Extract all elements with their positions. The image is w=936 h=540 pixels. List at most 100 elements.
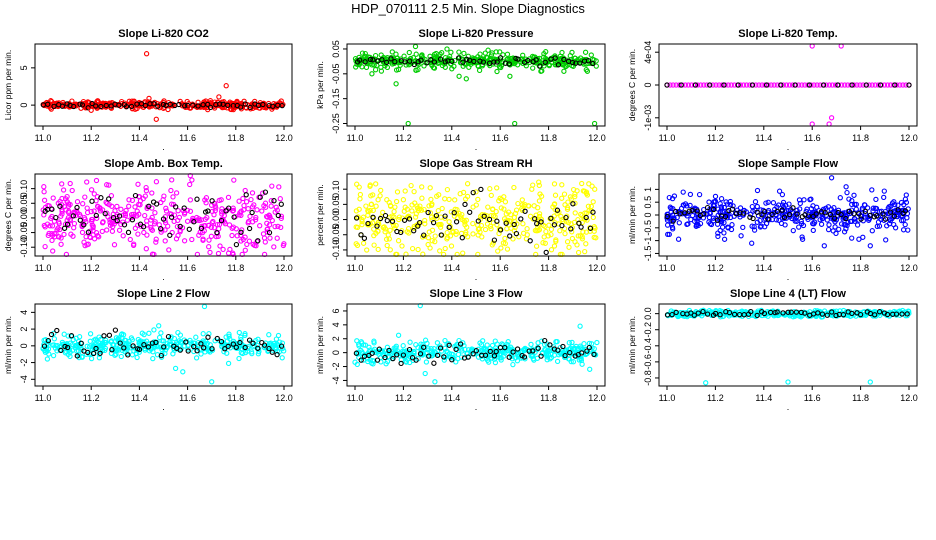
- data-point: [230, 224, 237, 230]
- data-point: [109, 228, 116, 234]
- data-point: [819, 311, 826, 317]
- data-point: [52, 234, 58, 240]
- data-point: [515, 56, 521, 62]
- data-point: [207, 249, 213, 256]
- data-point: [367, 182, 373, 188]
- data-point: [756, 82, 762, 88]
- data-point: [244, 241, 250, 248]
- x-tick-label: 11.8: [852, 393, 869, 403]
- data-point: [91, 208, 97, 214]
- data-point: [387, 227, 393, 233]
- data-point: [694, 208, 700, 214]
- data-point: [225, 102, 231, 108]
- data-point: [172, 365, 179, 372]
- data-point: [685, 82, 692, 88]
- data-point: [878, 208, 885, 214]
- data-point: [712, 310, 719, 317]
- x-tick-label: 12.0: [588, 263, 606, 273]
- data-point: [116, 213, 123, 219]
- data-point: [266, 332, 272, 338]
- data-point: [504, 51, 511, 57]
- data-point: [247, 213, 253, 220]
- data-point: [854, 222, 861, 228]
- data-point: [49, 223, 56, 229]
- data-point: [163, 205, 169, 211]
- data-point: [398, 229, 404, 236]
- y-tick-label: -0.5: [643, 220, 653, 236]
- data-point: [357, 191, 364, 198]
- data-point: [389, 213, 395, 219]
- data-point: [393, 198, 400, 205]
- data-point: [45, 337, 51, 344]
- y-tick-label: 0.05: [19, 195, 29, 213]
- data-point: [89, 198, 95, 204]
- data-point: [590, 199, 596, 205]
- data-point: [158, 352, 164, 359]
- data-point: [51, 230, 57, 237]
- y-tick-label: 0: [331, 350, 341, 355]
- data-point: [79, 229, 86, 236]
- data-point: [109, 203, 115, 209]
- data-point: [582, 49, 589, 55]
- data-point: [538, 353, 544, 359]
- data-point: [444, 348, 450, 354]
- data-point: [512, 224, 518, 231]
- data-point: [146, 203, 152, 209]
- data-point: [869, 228, 875, 234]
- data-point: [583, 351, 589, 357]
- data-point: [417, 351, 424, 357]
- data-point: [462, 219, 468, 225]
- data-point: [799, 82, 805, 88]
- data-point: [126, 197, 132, 203]
- data-point: [552, 192, 559, 198]
- data-point: [406, 49, 412, 56]
- data-point: [72, 212, 79, 219]
- data-point: [412, 214, 419, 220]
- data-point: [254, 207, 260, 213]
- data-point: [902, 221, 908, 228]
- data-point: [93, 212, 99, 219]
- data-point: [578, 352, 584, 359]
- data-point: [394, 352, 400, 358]
- data-point: [370, 361, 376, 367]
- x-axis-dot: .: [787, 402, 790, 412]
- data-point: [749, 223, 755, 229]
- series-points: [664, 307, 912, 386]
- data-point: [664, 211, 670, 217]
- data-point: [510, 349, 516, 355]
- panel-title: Slope Amb. Box Temp.: [104, 158, 223, 170]
- data-point: [370, 207, 376, 214]
- data-point: [689, 207, 695, 214]
- data-point: [477, 58, 483, 64]
- data-point: [830, 228, 836, 234]
- x-tick-label: 12.0: [275, 133, 293, 143]
- data-point: [519, 197, 525, 203]
- data-point: [250, 340, 256, 346]
- data-point: [279, 340, 286, 346]
- data-point: [268, 203, 274, 209]
- data-point: [220, 246, 226, 253]
- data-point: [358, 347, 364, 354]
- data-point: [229, 232, 235, 239]
- data-point: [70, 213, 76, 219]
- data-point: [64, 344, 71, 351]
- data-point: [167, 232, 173, 238]
- data-point: [95, 233, 101, 239]
- y-axis-label: ml/min per min.: [627, 186, 637, 244]
- data-point: [829, 309, 835, 315]
- data-point: [682, 210, 688, 216]
- data-point: [97, 350, 103, 356]
- data-point: [98, 195, 104, 201]
- data-point: [491, 356, 498, 362]
- data-point: [384, 64, 391, 71]
- data-point: [422, 221, 428, 227]
- data-point: [407, 339, 413, 345]
- data-point: [89, 222, 95, 228]
- data-point: [353, 64, 359, 70]
- y-axis-label: Licor ppm per min.: [3, 50, 13, 120]
- data-point: [158, 330, 164, 336]
- data-point: [59, 181, 65, 187]
- data-point: [422, 370, 428, 377]
- data-point: [189, 177, 195, 183]
- data-point: [266, 213, 273, 219]
